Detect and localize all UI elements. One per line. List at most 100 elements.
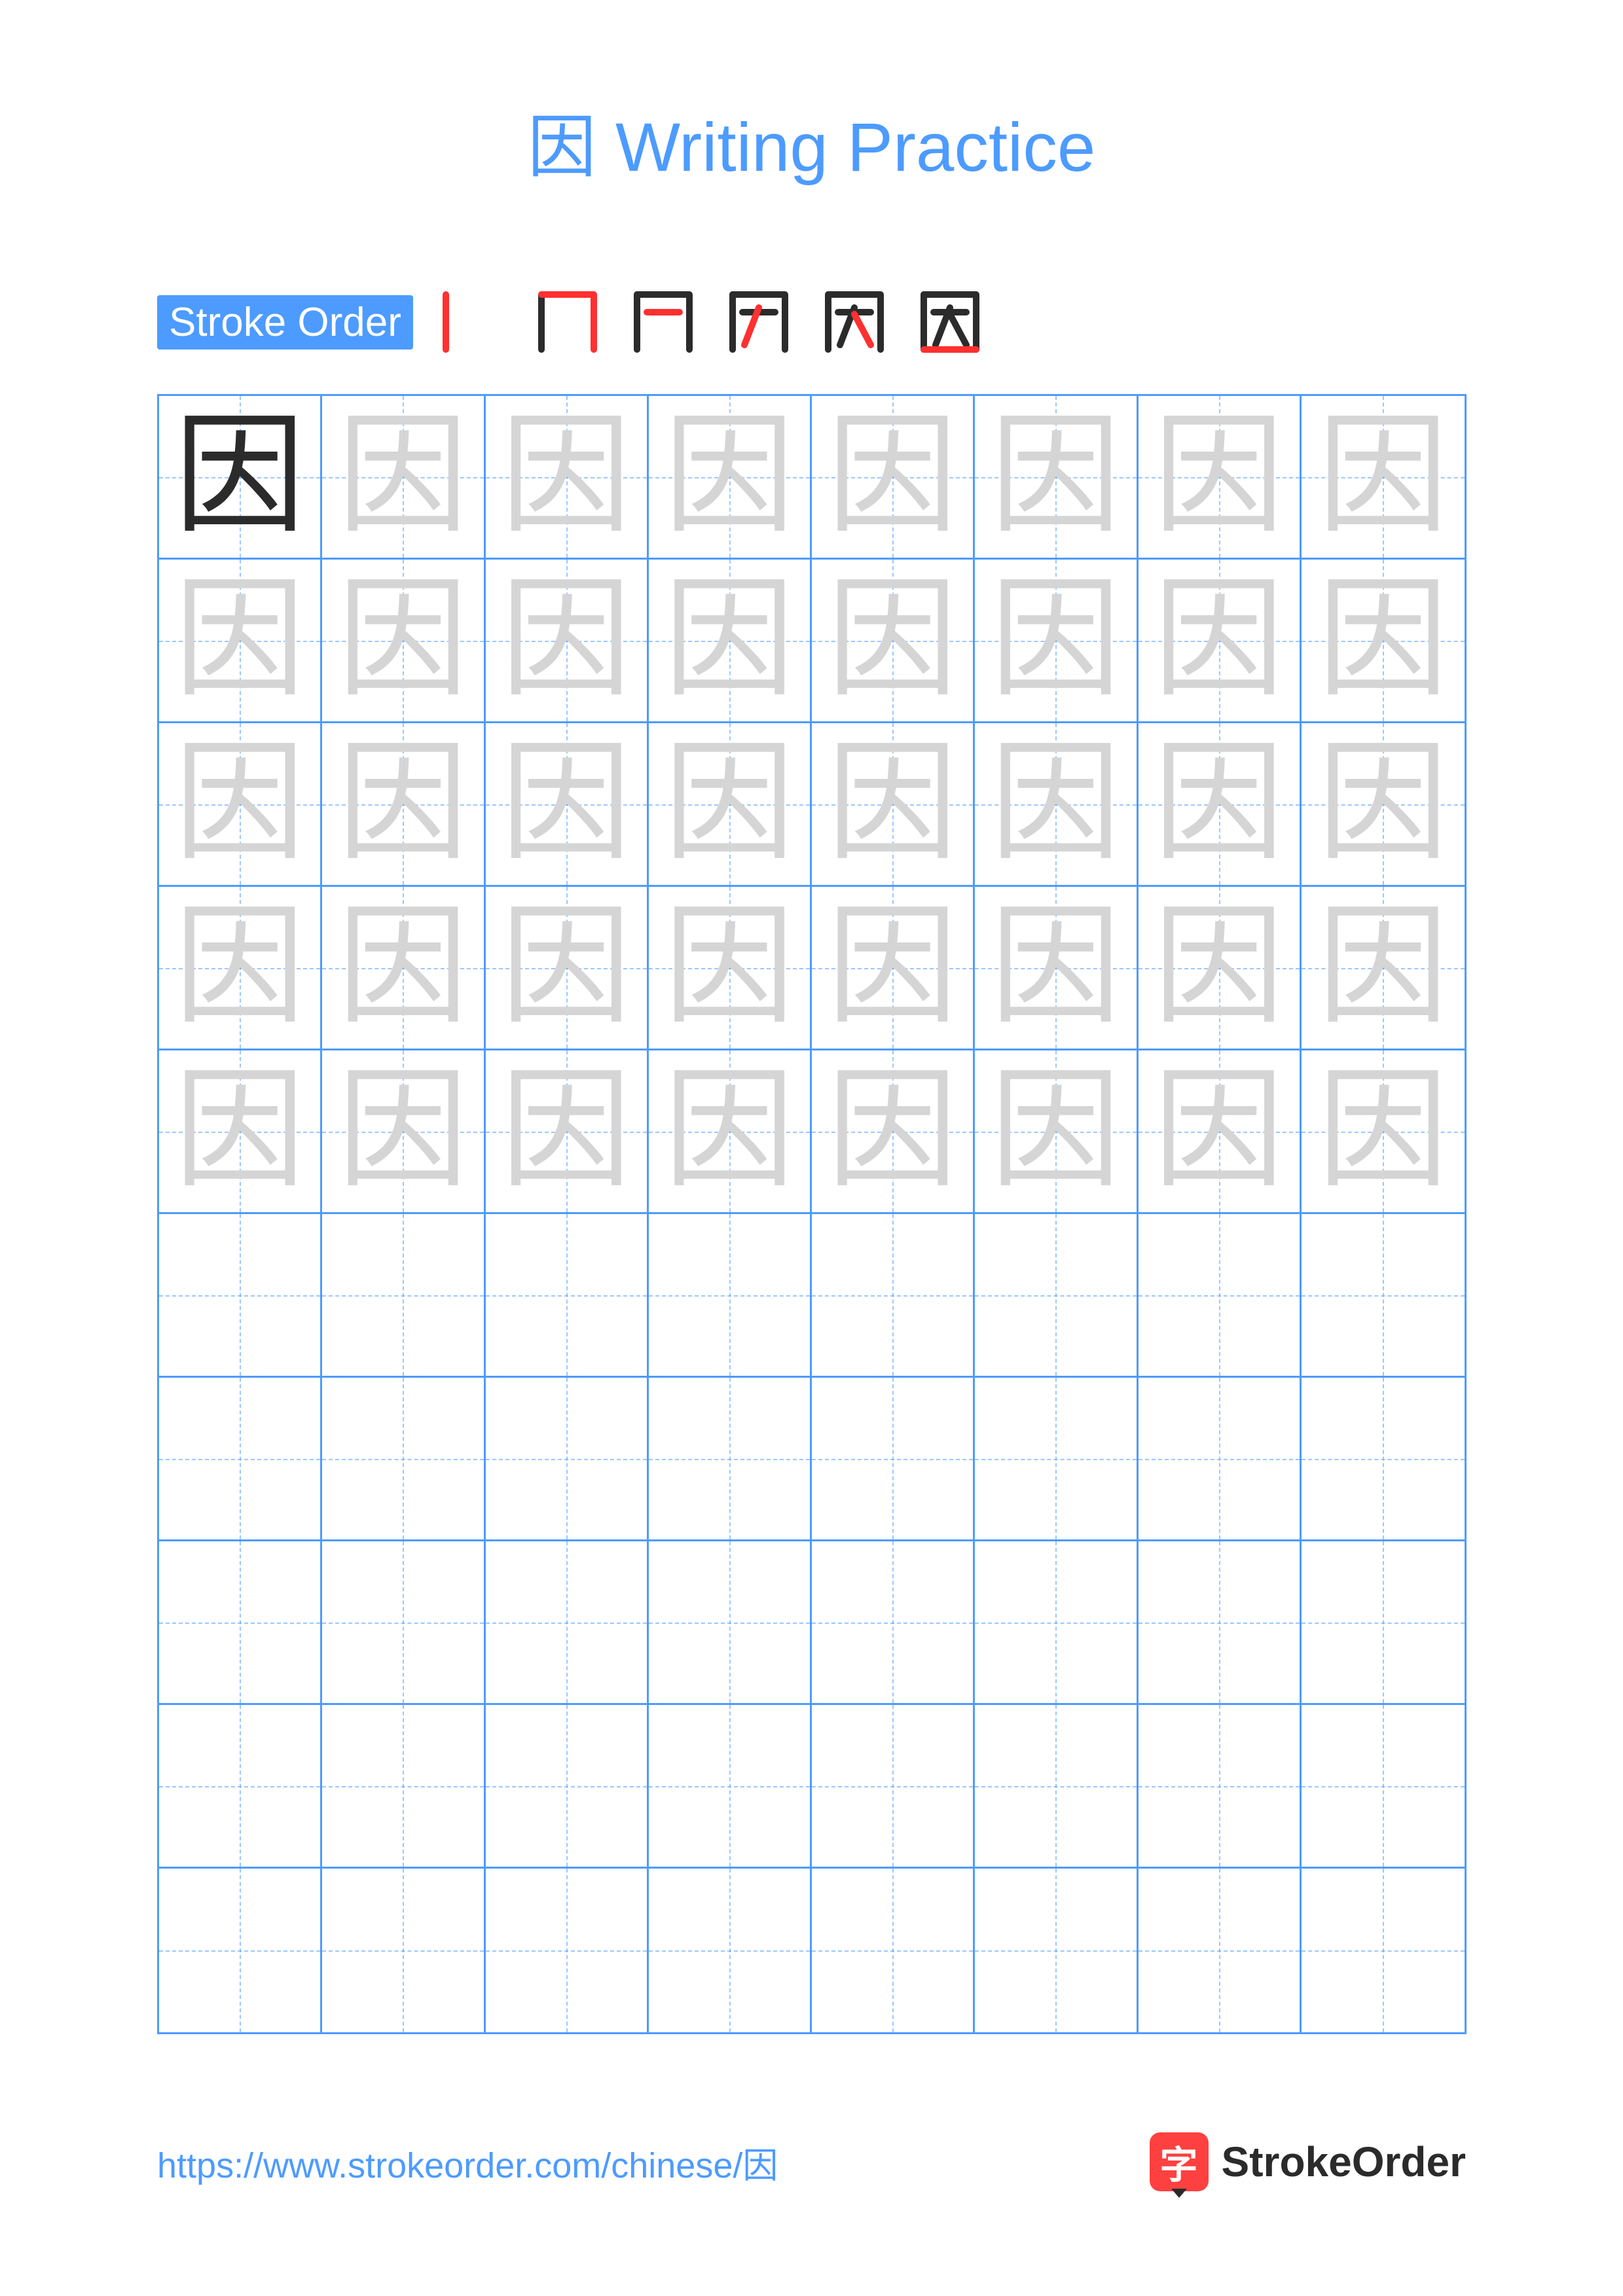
grid-row: 因因因因因因因因 bbox=[159, 887, 1465, 1050]
grid-cell: 因 bbox=[322, 887, 485, 1050]
grid-cell bbox=[322, 1214, 485, 1378]
grid-cell bbox=[975, 1541, 1138, 1705]
stroke-order-section: Stroke Order bbox=[157, 283, 1466, 361]
grid-cell bbox=[159, 1541, 322, 1705]
grid-cell: 因 bbox=[975, 887, 1138, 1050]
grid-cell: 因 bbox=[486, 396, 649, 560]
grid-cell: 因 bbox=[975, 1050, 1138, 1214]
grid-cell bbox=[812, 1378, 975, 1541]
grid-cell bbox=[812, 1541, 975, 1705]
trace-character: 因 bbox=[649, 396, 810, 558]
grid-cell: 因 bbox=[322, 1050, 485, 1214]
trace-character: 因 bbox=[159, 560, 320, 721]
grid-cell: 因 bbox=[812, 887, 975, 1050]
grid-cell: 因 bbox=[975, 723, 1138, 887]
grid-cell: 因 bbox=[1139, 1050, 1302, 1214]
grid-cell: 因 bbox=[649, 396, 812, 560]
grid-cell: 因 bbox=[486, 560, 649, 723]
grid-cell bbox=[159, 1869, 322, 2032]
grid-cell bbox=[649, 1869, 812, 2032]
footer-url: https://www.strokeorder.com/chinese/因 bbox=[157, 2136, 778, 2188]
trace-character: 因 bbox=[322, 723, 483, 885]
grid-cell: 因 bbox=[159, 396, 322, 560]
grid-cell bbox=[486, 1378, 649, 1541]
trace-character: 因 bbox=[812, 1050, 973, 1212]
brand-logo: 字 StrokeOrder bbox=[1150, 2132, 1466, 2191]
grid-cell bbox=[159, 1378, 322, 1541]
trace-character: 因 bbox=[812, 396, 973, 558]
trace-character: 因 bbox=[322, 887, 483, 1049]
grid-cell bbox=[975, 1705, 1138, 1869]
trace-character: 因 bbox=[812, 560, 973, 721]
grid-cell: 因 bbox=[159, 887, 322, 1050]
grid-cell bbox=[1302, 1705, 1465, 1869]
grid-cell bbox=[649, 1541, 812, 1705]
trace-character: 因 bbox=[975, 1050, 1136, 1212]
grid-cell bbox=[812, 1705, 975, 1869]
grid-cell: 因 bbox=[159, 560, 322, 723]
trace-character: 因 bbox=[1139, 723, 1300, 885]
grid-cell: 因 bbox=[322, 560, 485, 723]
trace-character: 因 bbox=[1302, 723, 1465, 885]
grid-row: 因因因因因因因因 bbox=[159, 560, 1465, 723]
grid-cell: 因 bbox=[1139, 723, 1302, 887]
brand-logo-text: StrokeOrder bbox=[1222, 2138, 1466, 2186]
grid-cell bbox=[975, 1869, 1138, 2032]
footer: https://www.strokeorder.com/chinese/因 字 … bbox=[157, 2132, 1466, 2191]
grid-cell bbox=[812, 1214, 975, 1378]
grid-cell bbox=[486, 1541, 649, 1705]
grid-cell: 因 bbox=[812, 1050, 975, 1214]
trace-character: 因 bbox=[812, 723, 973, 885]
grid-cell: 因 bbox=[812, 396, 975, 560]
grid-cell: 因 bbox=[975, 560, 1138, 723]
grid-cell bbox=[812, 1869, 975, 2032]
grid-row bbox=[159, 1541, 1465, 1705]
grid-cell: 因 bbox=[649, 887, 812, 1050]
grid-cell: 因 bbox=[1302, 723, 1465, 887]
stroke-order-badge: Stroke Order bbox=[157, 295, 413, 350]
grid-cell: 因 bbox=[649, 560, 812, 723]
grid-cell: 因 bbox=[975, 396, 1138, 560]
grid-row bbox=[159, 1214, 1465, 1378]
stroke-step bbox=[624, 283, 702, 361]
trace-character: 因 bbox=[812, 887, 973, 1049]
grid-cell bbox=[1302, 1378, 1465, 1541]
trace-character: 因 bbox=[486, 887, 647, 1049]
trace-character: 因 bbox=[322, 1050, 483, 1212]
trace-character: 因 bbox=[159, 723, 320, 885]
grid-row: 因因因因因因因因 bbox=[159, 723, 1465, 887]
trace-character: 因 bbox=[1302, 887, 1465, 1049]
grid-cell bbox=[1139, 1378, 1302, 1541]
trace-character: 因 bbox=[649, 1050, 810, 1212]
trace-character: 因 bbox=[649, 560, 810, 721]
grid-cell: 因 bbox=[159, 1050, 322, 1214]
trace-character: 因 bbox=[322, 396, 483, 558]
trace-character: 因 bbox=[1139, 887, 1300, 1049]
trace-character: 因 bbox=[322, 560, 483, 721]
trace-character: 因 bbox=[486, 396, 647, 558]
trace-character: 因 bbox=[1302, 560, 1465, 721]
trace-character: 因 bbox=[1139, 560, 1300, 721]
grid-cell bbox=[486, 1869, 649, 2032]
grid-cell: 因 bbox=[1139, 887, 1302, 1050]
grid-row bbox=[159, 1869, 1465, 2032]
trace-character: 因 bbox=[975, 723, 1136, 885]
stroke-order-steps bbox=[433, 283, 989, 361]
grid-cell: 因 bbox=[1302, 887, 1465, 1050]
stroke-step bbox=[911, 283, 989, 361]
stroke-step bbox=[528, 283, 607, 361]
grid-cell bbox=[1139, 1541, 1302, 1705]
grid-cell: 因 bbox=[1302, 1050, 1465, 1214]
trace-character: 因 bbox=[159, 1050, 320, 1212]
trace-character: 因 bbox=[486, 560, 647, 721]
grid-cell bbox=[649, 1705, 812, 1869]
grid-cell bbox=[975, 1214, 1138, 1378]
trace-character: 因 bbox=[649, 723, 810, 885]
grid-cell: 因 bbox=[649, 723, 812, 887]
grid-cell: 因 bbox=[322, 723, 485, 887]
grid-cell: 因 bbox=[1139, 560, 1302, 723]
grid-cell bbox=[322, 1705, 485, 1869]
grid-row: 因因因因因因因因 bbox=[159, 396, 1465, 560]
grid-cell bbox=[486, 1705, 649, 1869]
trace-character: 因 bbox=[1302, 1050, 1465, 1212]
